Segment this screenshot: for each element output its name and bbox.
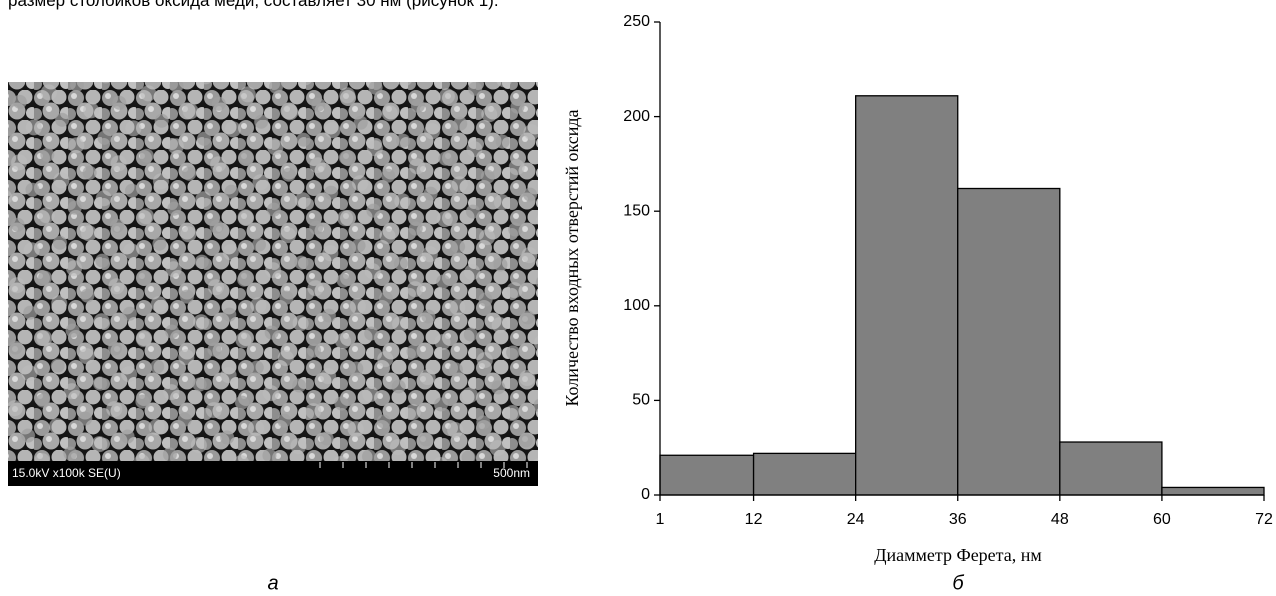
body-text: размер столбиков оксида меди, составляет… [8, 0, 499, 10]
bar [957, 187, 1061, 496]
y-tick-label: 200 [623, 108, 650, 125]
bar [855, 95, 959, 496]
image-info: 15.0kV x100k SE(U) [12, 466, 121, 480]
x-tick-label: 12 [745, 511, 763, 528]
x-tick-label: 60 [1153, 511, 1171, 528]
bar [752, 452, 857, 496]
bar [659, 454, 755, 496]
bar [1059, 441, 1163, 496]
x-tick-label: 24 [847, 511, 865, 528]
image-scale: 500nm [493, 466, 530, 480]
x-tick-label: 1 [656, 511, 665, 528]
y-tick-label: 0 [641, 486, 650, 503]
caption-label: б [952, 572, 964, 594]
bar [1161, 486, 1265, 496]
x-tick-label: 36 [949, 511, 967, 528]
x-tick-label: 72 [1255, 511, 1273, 528]
x-tick-label: 48 [1051, 511, 1069, 528]
y-tick-label: 100 [623, 297, 650, 314]
y-tick-label: 250 [623, 13, 650, 30]
y-axis-title: Количество входных отверстий оксида [562, 109, 582, 406]
y-tick-label: 50 [632, 392, 650, 409]
y-tick-label: 150 [623, 202, 650, 219]
caption-label: а [267, 572, 278, 594]
sem-image: 15.0kV x100k SE(U) 500nm [8, 82, 538, 486]
x-axis-title: Диамметр Ферета, нм [874, 545, 1042, 565]
